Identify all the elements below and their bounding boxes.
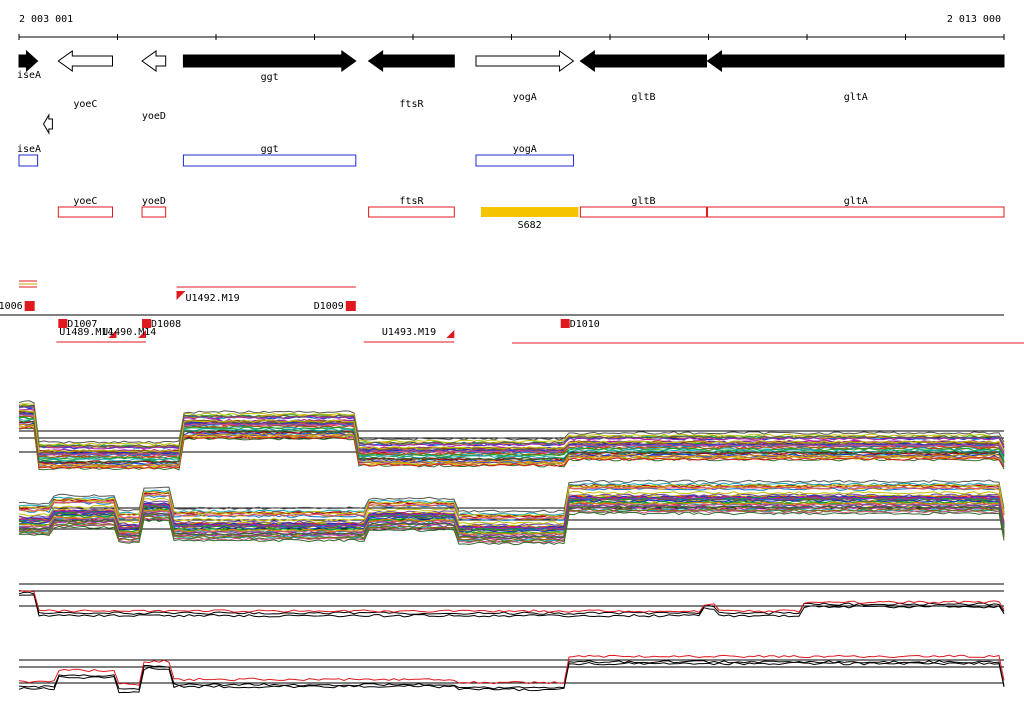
expression-panel-1 xyxy=(18,400,1005,471)
transcript-marker-U1489.M14 xyxy=(108,330,117,338)
gene-arrow-yogA xyxy=(475,50,575,72)
gene-track: iseA yoeC yoeD ggt ftsR yogA gltB gltA xyxy=(17,49,1005,135)
transcript-track: U1492.M19 D1006 D1009 D1007U1489.M14U1490.M… xyxy=(0,280,1024,344)
expression-series xyxy=(18,510,1005,544)
expression-series xyxy=(18,589,1005,613)
expression-series xyxy=(18,660,1005,691)
expression-series xyxy=(18,500,1005,535)
red-feature-label-gltB: gltB xyxy=(631,196,655,207)
expression-series xyxy=(18,504,1005,538)
ruler-start-label: 2 003 001 xyxy=(19,14,73,25)
transcript-marker-U1492.M19 xyxy=(176,291,186,300)
gene-label-ggt: ggt xyxy=(261,72,279,83)
red-feature-track: yoeC yoeD ftsR gltB gltA xyxy=(57,196,1005,218)
expression-panel-2 xyxy=(18,479,1005,546)
expression-series xyxy=(18,511,1005,546)
transcript-marker-D1010 xyxy=(560,319,570,328)
transcript-label-D1006: D1006 xyxy=(0,301,23,312)
gene-label-iseA: iseA xyxy=(17,70,41,81)
gene-arrow-ftsR xyxy=(367,50,455,72)
gene-arrow-unnamed xyxy=(42,113,53,135)
blue-feature-label-iseA: iseA xyxy=(17,144,41,155)
transcript-marker-U1490.M14 xyxy=(137,330,146,338)
gene-label-yoeC: yoeC xyxy=(73,99,97,110)
red-feature-gltA xyxy=(706,206,1005,218)
summary-panel-2 xyxy=(18,654,1005,694)
gene-label-gltB: gltB xyxy=(631,92,655,103)
blue-feature-yogA xyxy=(475,154,575,167)
expression-series xyxy=(18,423,1005,467)
transcript-label-D1008: D1008 xyxy=(151,319,181,330)
transcript-label-U1493.M19: U1493.M19 xyxy=(382,327,436,338)
ruler-ticks xyxy=(18,34,1005,40)
gene-label-yogA: yogA xyxy=(513,92,537,103)
gene-label-gltA: gltA xyxy=(844,92,868,103)
blue-feature-track: iseA ggt yogA xyxy=(17,144,575,167)
transcript-label-U1492.M19: U1492.M19 xyxy=(186,293,240,304)
blue-feature-iseA xyxy=(18,154,39,167)
gene-label-ftsR: ftsR xyxy=(399,99,424,110)
expression-series xyxy=(18,409,1005,453)
gene-arrow-iseA xyxy=(18,49,39,73)
expression-series xyxy=(18,483,1005,518)
expression-series xyxy=(18,482,1005,516)
red-feature-label-yoeD: yoeD xyxy=(142,196,166,207)
gene-label-yoeD: yoeD xyxy=(142,111,166,122)
expression-series xyxy=(18,508,1005,542)
gene-arrow-ggt xyxy=(182,50,357,72)
expression-series xyxy=(18,486,1005,520)
transcript-label-D1010: D1010 xyxy=(570,319,600,330)
ruler-end-label: 2 013 000 xyxy=(947,14,1001,25)
expression-series xyxy=(18,496,1005,530)
transcript-marker-D1008 xyxy=(142,319,152,328)
red-feature-gltB xyxy=(579,206,708,218)
transcript-marker-U1493.M19 xyxy=(446,330,455,338)
expression-series xyxy=(19,594,1005,618)
red-feature-label-ftsR: ftsR xyxy=(399,196,424,207)
red-feature-ftsR xyxy=(368,206,455,218)
transcript-marker-D1009 xyxy=(345,301,356,311)
red-feature-yoeC xyxy=(57,206,113,218)
transcript-label-D1009: D1009 xyxy=(314,301,344,312)
transcript-marker-D1007 xyxy=(58,319,68,328)
gene-arrow-yoeC xyxy=(57,50,113,72)
expression-series xyxy=(18,404,1005,448)
gene-arrow-gltB xyxy=(579,50,708,72)
expression-series xyxy=(18,501,1005,535)
red-feature-label-yoeC: yoeC xyxy=(73,196,97,207)
expression-series xyxy=(18,661,1005,694)
expression-series xyxy=(18,414,1005,457)
expression-series xyxy=(18,490,1005,525)
blue-feature-ggt xyxy=(182,154,357,167)
transcript-label-U1489.M14: U1489.M14 xyxy=(59,327,113,338)
transcript-label-U1490.M14: U1490.M14 xyxy=(102,327,156,338)
expression-series xyxy=(18,419,1005,464)
gene-arrow-yoeD xyxy=(141,50,167,72)
expression-series xyxy=(18,479,1005,513)
transcript-marker-D1006 xyxy=(24,301,35,311)
expression-series xyxy=(18,505,1005,539)
red-feature-label-gltA: gltA xyxy=(844,196,868,207)
summary-panel-1 xyxy=(18,583,1005,618)
red-feature-yoeD xyxy=(141,206,167,218)
highlight-feature-label-S682: S682 xyxy=(518,220,542,231)
coordinate-ruler: 2 003 001 2 013 000 xyxy=(18,14,1005,40)
blue-feature-label-ggt: ggt xyxy=(261,144,279,155)
blue-feature-label-yogA: yogA xyxy=(513,144,537,155)
gene-arrow-gltA xyxy=(706,50,1005,72)
expression-series xyxy=(18,654,1005,686)
highlight-feature-S682 xyxy=(480,207,579,217)
transcript-label-D1007: D1007 xyxy=(67,319,97,330)
expression-series xyxy=(18,591,1005,615)
highlight-track: S682 xyxy=(480,207,579,231)
